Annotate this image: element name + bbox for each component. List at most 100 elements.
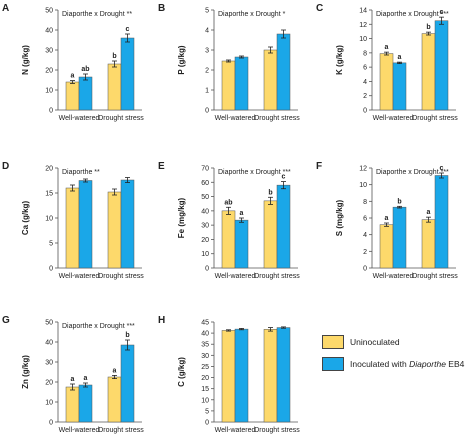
x-tick-label: Drought stress [412, 115, 458, 122]
y-axis-label: N (g/kg) [21, 45, 30, 75]
y-tick-label: 12 [359, 166, 367, 173]
y-tick-label: 4 [205, 28, 209, 35]
x-tick-label: Drought stress [254, 273, 300, 280]
panel-annotation: Diaporthe x Drought *** [218, 169, 291, 176]
bar [234, 219, 249, 269]
x-tick-label: Well-watered [373, 115, 414, 122]
x-tick-label: Well-watered [215, 115, 256, 122]
y-tick-label: 0 [363, 108, 367, 115]
significance-letter: a [385, 44, 389, 51]
bar [263, 200, 278, 269]
significance-letter: a [71, 376, 75, 383]
significance-letter: a [71, 73, 75, 80]
panel-letter: A [2, 3, 9, 14]
bar [392, 206, 407, 269]
y-tick-label: 8 [363, 199, 367, 206]
significance-letter: ab [81, 66, 89, 73]
x-tick-label: Well-watered [373, 273, 414, 280]
bar [78, 384, 93, 423]
y-tick-label: 20 [45, 380, 53, 387]
x-tick-label: Drought stress [98, 115, 144, 122]
y-tick-label: 10 [45, 400, 53, 407]
y-tick-label: 10 [359, 36, 367, 43]
y-tick-label: 5 [205, 408, 209, 415]
bar [65, 386, 80, 423]
bar [221, 210, 236, 269]
x-tick-label: Well-watered [59, 115, 100, 122]
panel-annotation: Diaporthe x Drought * [218, 11, 286, 18]
bar [234, 56, 249, 111]
significance-letter: ab [224, 199, 232, 206]
y-tick-label: 2 [363, 93, 367, 100]
y-tick-label: 6 [363, 65, 367, 72]
bar [263, 49, 278, 111]
panel-e: E 0 10 20 30 40 50 60 70 Fe (mg/kg) Diaporthe x Dr… [158, 161, 300, 280]
bar [78, 76, 93, 111]
y-tick-label: 30 [45, 360, 53, 367]
y-tick-label: 50 [201, 194, 209, 201]
panel-a: A 0 10 20 30 40 50 N (g/kg) Diaporthe x Drought … [2, 3, 144, 122]
x-tick-label: Well-watered [215, 273, 256, 280]
y-tick-label: 40 [45, 28, 53, 35]
y-axis-label: Ca (g/kg) [21, 201, 30, 236]
y-tick-label: 10 [201, 397, 209, 404]
y-axis-label: Fe (mg/kg) [177, 197, 186, 238]
y-tick-label: 40 [201, 331, 209, 338]
y-tick-label: 8 [363, 50, 367, 57]
panel-annotation: Diaporthe x Drought *** [376, 169, 449, 176]
x-tick-label: Drought stress [254, 115, 300, 122]
legend-label-prefix: Inoculated with [350, 359, 410, 369]
x-tick-label: Drought stress [412, 273, 458, 280]
panel-letter: E [158, 161, 165, 172]
significance-letter: b [125, 332, 129, 339]
y-tick-label: 35 [201, 342, 209, 349]
significance-letter: a [113, 367, 117, 374]
y-tick-label: 50 [45, 320, 53, 327]
panel-letter: C [316, 3, 323, 14]
x-tick-label: Drought stress [98, 427, 144, 434]
bar [276, 327, 291, 423]
y-tick-label: 30 [201, 223, 209, 230]
x-tick-label: Well-watered [215, 427, 256, 434]
y-tick-label: 25 [201, 364, 209, 371]
x-tick-label: Well-watered [59, 273, 100, 280]
bar [120, 179, 135, 269]
y-tick-label: 40 [45, 340, 53, 347]
legend-label-species: Diaporthe [409, 359, 446, 369]
significance-letter: c [282, 174, 286, 181]
y-tick-label: 30 [45, 48, 53, 55]
x-tick-label: Drought stress [254, 427, 300, 434]
bar [65, 81, 80, 111]
significance-letter: b [112, 53, 116, 60]
bar [78, 180, 93, 269]
y-tick-label: 10 [201, 251, 209, 258]
bar [221, 60, 236, 111]
bar [234, 328, 249, 423]
panel-b: B 0 1 2 3 4 5 P (g/kg) Diaporthe x Drought * Well… [158, 3, 300, 122]
significance-letter: a [398, 54, 402, 61]
significance-letter: a [240, 210, 244, 217]
panel-annotation: Diaporthe x Drought *** [62, 323, 135, 330]
significance-letter: c [440, 9, 444, 16]
bar [392, 62, 407, 111]
bar [107, 376, 122, 423]
bar [379, 53, 394, 111]
panel-h: H 0 5 10 15 20 25 30 35 40 45 C (g/kg) Well-wateredD… [158, 315, 300, 434]
significance-letter: c [440, 165, 444, 172]
y-tick-label: 10 [45, 216, 53, 223]
y-tick-label: 4 [363, 232, 367, 239]
bar [107, 63, 122, 111]
bar [421, 33, 436, 111]
y-tick-label: 12 [359, 22, 367, 29]
y-tick-label: 0 [205, 420, 209, 427]
bar [276, 184, 291, 269]
panel-letter: D [2, 161, 9, 172]
bar [434, 175, 449, 269]
y-tick-label: 60 [201, 180, 209, 187]
panel-letter: B [158, 3, 165, 14]
x-tick-label: Well-watered [59, 427, 100, 434]
y-tick-label: 15 [201, 386, 209, 393]
y-tick-label: 10 [359, 182, 367, 189]
y-tick-label: 0 [205, 108, 209, 115]
panel-letter: F [316, 161, 322, 172]
